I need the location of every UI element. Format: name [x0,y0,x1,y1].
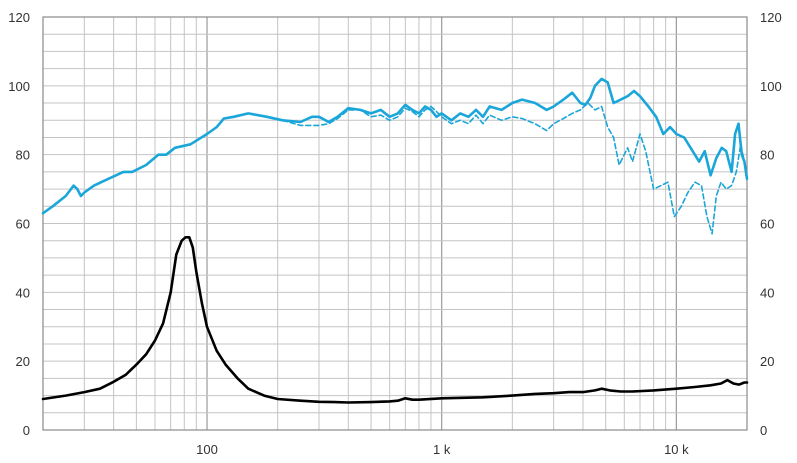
series-line-1 [41,77,749,215]
y-tick-label-right: 80 [760,148,774,163]
y-tick-label-right: 40 [760,285,774,300]
x-axis-ticks: 100 1 k 10 k [196,442,689,457]
plot-frame [42,16,748,431]
grid-layer [42,16,748,431]
series-layer [41,77,749,404]
y-tick-label-left: 100 [8,79,30,94]
y-tick-label-right: 120 [760,10,782,25]
y-tick-label-left: 120 [8,10,30,25]
y-tick-label-left: 40 [16,285,30,300]
series-line-3 [41,236,749,404]
series-line-2 [266,102,748,235]
x-tick-label: 100 [196,442,218,457]
left-y-axis-ticks: 0 20 40 60 80 100 120 [8,10,30,438]
y-tick-label-right: 60 [760,217,774,232]
y-tick-label-right: 100 [760,79,782,94]
y-tick-label-left: 80 [16,148,30,163]
y-tick-label-left: 20 [16,354,30,369]
y-tick-label-left: 60 [16,217,30,232]
right-y-axis-ticks: 0 20 40 60 80 100 120 [760,10,782,438]
x-tick-label: 10 k [664,442,689,457]
y-tick-label-right: 20 [760,354,774,369]
y-tick-label-right: 0 [760,423,767,438]
y-tick-label-left: 0 [23,423,30,438]
x-tick-label: 1 k [433,442,451,457]
